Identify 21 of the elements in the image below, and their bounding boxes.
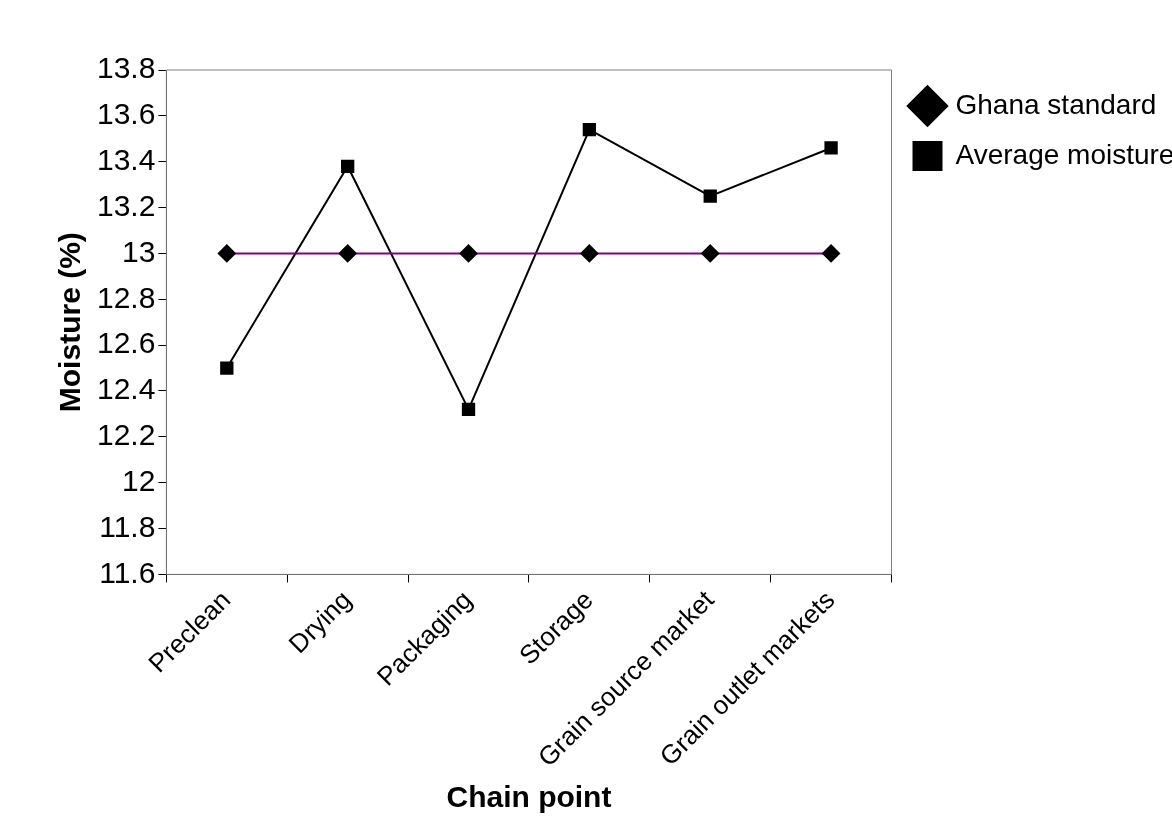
y-axis-title: Moisture (%) — [53, 232, 87, 413]
point — [582, 122, 597, 137]
y-tick-label: 12.6 — [97, 326, 156, 360]
y-tick-label: 12.2 — [97, 418, 156, 452]
y-tick-label: 12.8 — [97, 280, 156, 314]
y-tick-label: 12 — [122, 463, 156, 497]
y-tick-label: 11.8 — [99, 509, 156, 543]
point — [461, 402, 476, 416]
y-tick-label: 13.6 — [97, 97, 156, 131]
y-tick-label: 13 — [122, 234, 156, 268]
y-tick-label: 12.4 — [97, 372, 156, 406]
point — [341, 159, 355, 173]
legend-label: Ghana standard — [955, 88, 1157, 120]
point — [703, 189, 717, 203]
point — [824, 141, 838, 155]
y-tick-label: 13.4 — [97, 142, 156, 176]
y-tick-label: 13.2 — [97, 188, 156, 222]
point — [220, 361, 234, 375]
y-tick-label: 11.6 — [99, 555, 156, 589]
y-tick-label: 13.8 — [97, 51, 156, 85]
x-axis-title: Chain point — [446, 780, 612, 814]
